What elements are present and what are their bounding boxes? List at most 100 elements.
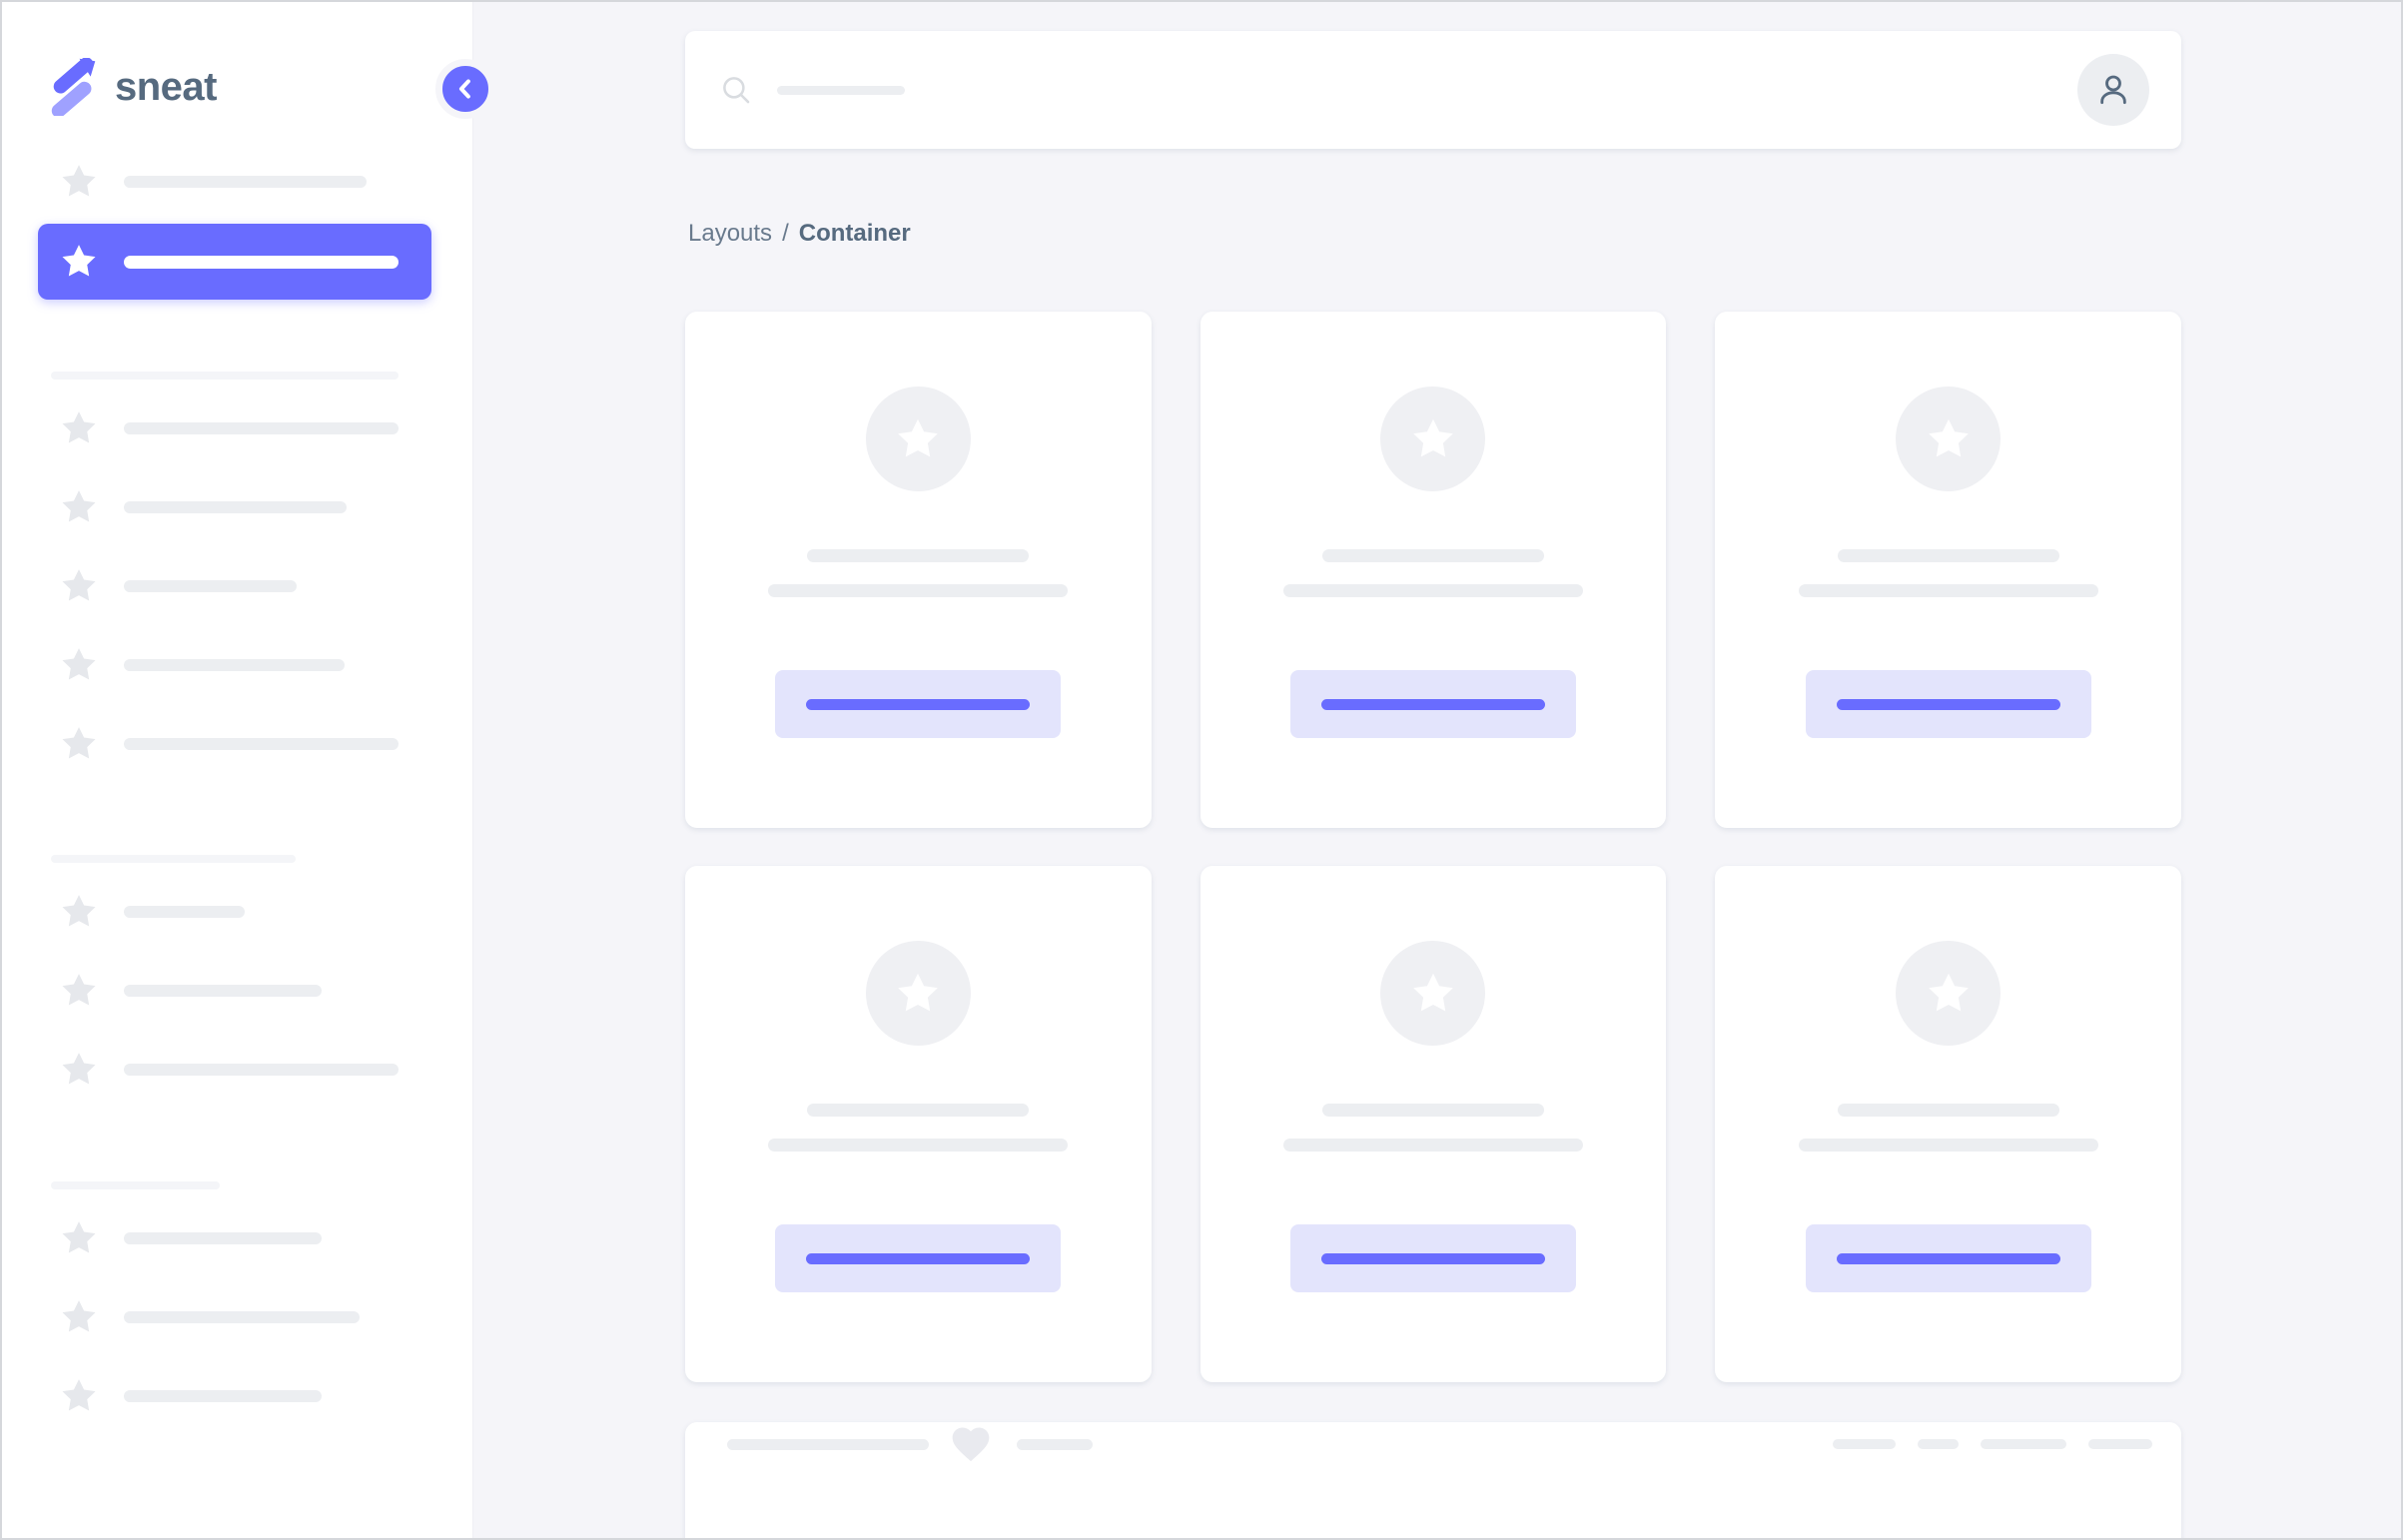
nav-skeleton-bar <box>124 985 322 997</box>
nav-section-label <box>51 1181 220 1189</box>
nav-skeleton-bar <box>124 906 245 918</box>
nav-skeleton-bar <box>124 580 297 592</box>
sidebar-item[interactable] <box>2 566 472 606</box>
nav-group <box>2 1218 472 1416</box>
button-label-bar <box>1320 1252 1545 1264</box>
button-label-bar <box>1320 698 1545 710</box>
breadcrumb: Layouts / Container <box>685 219 2181 249</box>
star-icon <box>59 487 99 527</box>
sidebar-nav <box>2 162 472 1416</box>
pagination-bar <box>1918 1439 1959 1449</box>
card-avatar-circle <box>865 386 971 491</box>
sidebar: sneat <box>2 2 473 1538</box>
sidebar-item[interactable] <box>2 487 472 527</box>
pagination-group <box>1833 1439 2152 1449</box>
card-action-button[interactable] <box>1805 1224 2091 1292</box>
sidebar-item-active[interactable] <box>38 224 431 300</box>
nav-skeleton-bar <box>124 738 399 750</box>
nav-skeleton-bar <box>124 255 399 269</box>
skeleton-card <box>685 312 1152 828</box>
card-line-1 <box>807 1104 1030 1117</box>
bottom-mid-bar <box>1017 1438 1093 1450</box>
button-label-bar <box>1836 1252 2060 1264</box>
card-action-button[interactable] <box>775 1224 1062 1292</box>
card-line-1 <box>1837 1104 2059 1117</box>
star-icon <box>59 1050 99 1090</box>
card-line-1 <box>807 549 1030 562</box>
sidebar-item[interactable] <box>2 1297 472 1337</box>
bottom-card <box>685 1422 2181 1538</box>
search-icon <box>719 73 753 107</box>
nav-section-label <box>51 855 296 863</box>
card-avatar-circle <box>865 941 971 1046</box>
bottom-card-row <box>727 1422 2152 1466</box>
star-icon <box>59 162 99 202</box>
chevron-left-icon <box>451 75 479 103</box>
star-icon <box>1925 415 1973 463</box>
card-line-2 <box>1282 1139 1583 1152</box>
star-icon <box>894 970 942 1018</box>
sidebar-item[interactable] <box>2 971 472 1011</box>
nav-section-label <box>51 372 399 380</box>
search-input[interactable] <box>719 31 2077 149</box>
brand-name: sneat <box>115 64 218 109</box>
sidebar-item[interactable] <box>2 162 472 202</box>
card-line-1 <box>1321 1104 1544 1117</box>
card-action-button[interactable] <box>1289 670 1576 738</box>
pagination-bar <box>1981 1439 2066 1449</box>
pagination-bar <box>2088 1439 2152 1449</box>
star-icon <box>59 971 99 1011</box>
nav-skeleton-bar <box>124 1390 322 1402</box>
card-line-2 <box>1282 584 1583 597</box>
card-line-1 <box>1321 549 1544 562</box>
sidebar-item[interactable] <box>2 1218 472 1258</box>
card-line-2 <box>1798 584 2098 597</box>
main-content: Layouts / Container <box>685 31 2181 1538</box>
star-icon <box>59 724 99 764</box>
nav-group <box>2 408 472 764</box>
card-action-button[interactable] <box>775 670 1062 738</box>
sidebar-item[interactable] <box>2 408 472 448</box>
sneat-logo-icon <box>46 58 98 116</box>
star-icon <box>59 566 99 606</box>
sidebar-item[interactable] <box>2 892 472 932</box>
card-avatar-circle <box>1380 386 1486 491</box>
card-action-button[interactable] <box>1805 670 2091 738</box>
sidebar-item[interactable] <box>2 1376 472 1416</box>
heart-icon <box>949 1422 993 1466</box>
nav-group <box>2 892 472 1090</box>
skeleton-card <box>685 866 1152 1382</box>
nav-skeleton-bar <box>124 176 367 188</box>
topbar <box>685 31 2181 149</box>
nav-skeleton-bar <box>124 1064 399 1076</box>
star-icon <box>59 1218 99 1258</box>
card-avatar-circle <box>1380 941 1486 1046</box>
nav-skeleton-bar <box>124 422 399 434</box>
user-avatar-button[interactable] <box>2077 54 2149 126</box>
bottom-left-bar <box>727 1438 929 1450</box>
skeleton-card <box>1715 866 2181 1382</box>
skeleton-card <box>1715 312 2181 828</box>
star-icon <box>1925 970 1973 1018</box>
nav-skeleton-bar <box>124 1311 360 1323</box>
card-line-1 <box>1837 549 2059 562</box>
card-line-2 <box>768 584 1069 597</box>
button-label-bar <box>806 698 1031 710</box>
breadcrumb-separator: / <box>782 220 789 247</box>
nav-skeleton-bar <box>124 501 347 513</box>
card-action-button[interactable] <box>1289 1224 1576 1292</box>
star-icon <box>1409 415 1457 463</box>
skeleton-card <box>1200 866 1667 1382</box>
breadcrumb-parent[interactable]: Layouts <box>688 220 773 247</box>
card-avatar-circle <box>1896 941 2002 1046</box>
star-icon <box>1409 970 1457 1018</box>
sidebar-item[interactable] <box>2 724 472 764</box>
sidebar-collapse-button[interactable] <box>435 59 495 119</box>
star-icon <box>894 415 942 463</box>
star-icon <box>59 645 99 685</box>
star-icon <box>59 1297 99 1337</box>
star-icon <box>59 242 99 282</box>
sidebar-item[interactable] <box>2 645 472 685</box>
sidebar-item[interactable] <box>2 1050 472 1090</box>
